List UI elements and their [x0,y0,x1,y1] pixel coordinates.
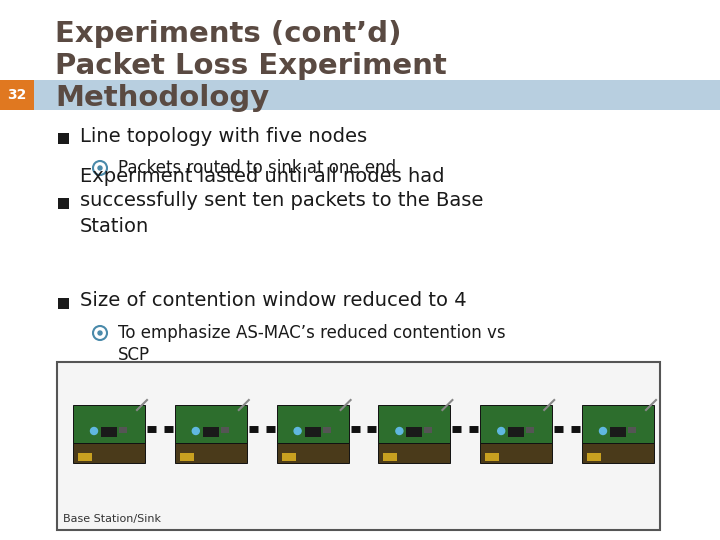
Bar [485,453,499,461]
Text: Base Station/Sink: Base Station/Sink [63,514,161,524]
Bar [58,198,69,209]
Bar [119,427,127,433]
Bar [379,443,451,463]
Bar [180,453,194,461]
Bar [221,427,229,433]
Circle shape [498,428,505,435]
Circle shape [91,428,97,435]
Bar [628,427,636,433]
Bar [276,443,348,463]
Bar [526,427,534,433]
Circle shape [396,428,403,435]
Bar [305,427,320,437]
Bar [323,427,330,433]
Bar [175,443,247,463]
Bar [424,427,433,433]
Circle shape [98,331,102,335]
Bar [587,453,601,461]
Text: Experiments (cont’d): Experiments (cont’d) [55,20,402,48]
Text: Methodology: Methodology [55,84,269,112]
Bar [480,405,552,443]
Bar [282,453,296,461]
Bar [101,427,117,437]
Bar [58,298,69,309]
Bar [175,405,247,443]
Bar [34,80,720,110]
Bar [480,443,552,463]
Circle shape [294,428,301,435]
Text: To emphasize AS-MAC’s reduced contention vs
SCP: To emphasize AS-MAC’s reduced contention… [118,324,505,364]
Circle shape [600,428,606,435]
Bar [78,453,92,461]
Bar [379,405,451,443]
Circle shape [192,428,199,435]
Bar [582,405,654,443]
Bar [73,405,145,443]
Text: Experiment lasted until all nodes had
successfully sent ten packets to the Base
: Experiment lasted until all nodes had su… [80,166,483,235]
Text: Size of contention window reduced to 4: Size of contention window reduced to 4 [80,292,467,310]
Bar [508,427,524,437]
Bar [406,427,423,437]
Bar [582,443,654,463]
Text: Packets routed to sink at one end: Packets routed to sink at one end [118,159,396,177]
Circle shape [98,166,102,170]
Bar [276,405,348,443]
Bar [0,80,34,110]
Text: 32: 32 [7,88,27,102]
Bar [57,362,660,530]
Bar [383,453,397,461]
Text: Line topology with five nodes: Line topology with five nodes [80,126,367,145]
Bar [58,133,69,144]
Text: Packet Loss Experiment: Packet Loss Experiment [55,52,446,80]
Bar [610,427,626,437]
Bar [203,427,219,437]
Bar [73,443,145,463]
